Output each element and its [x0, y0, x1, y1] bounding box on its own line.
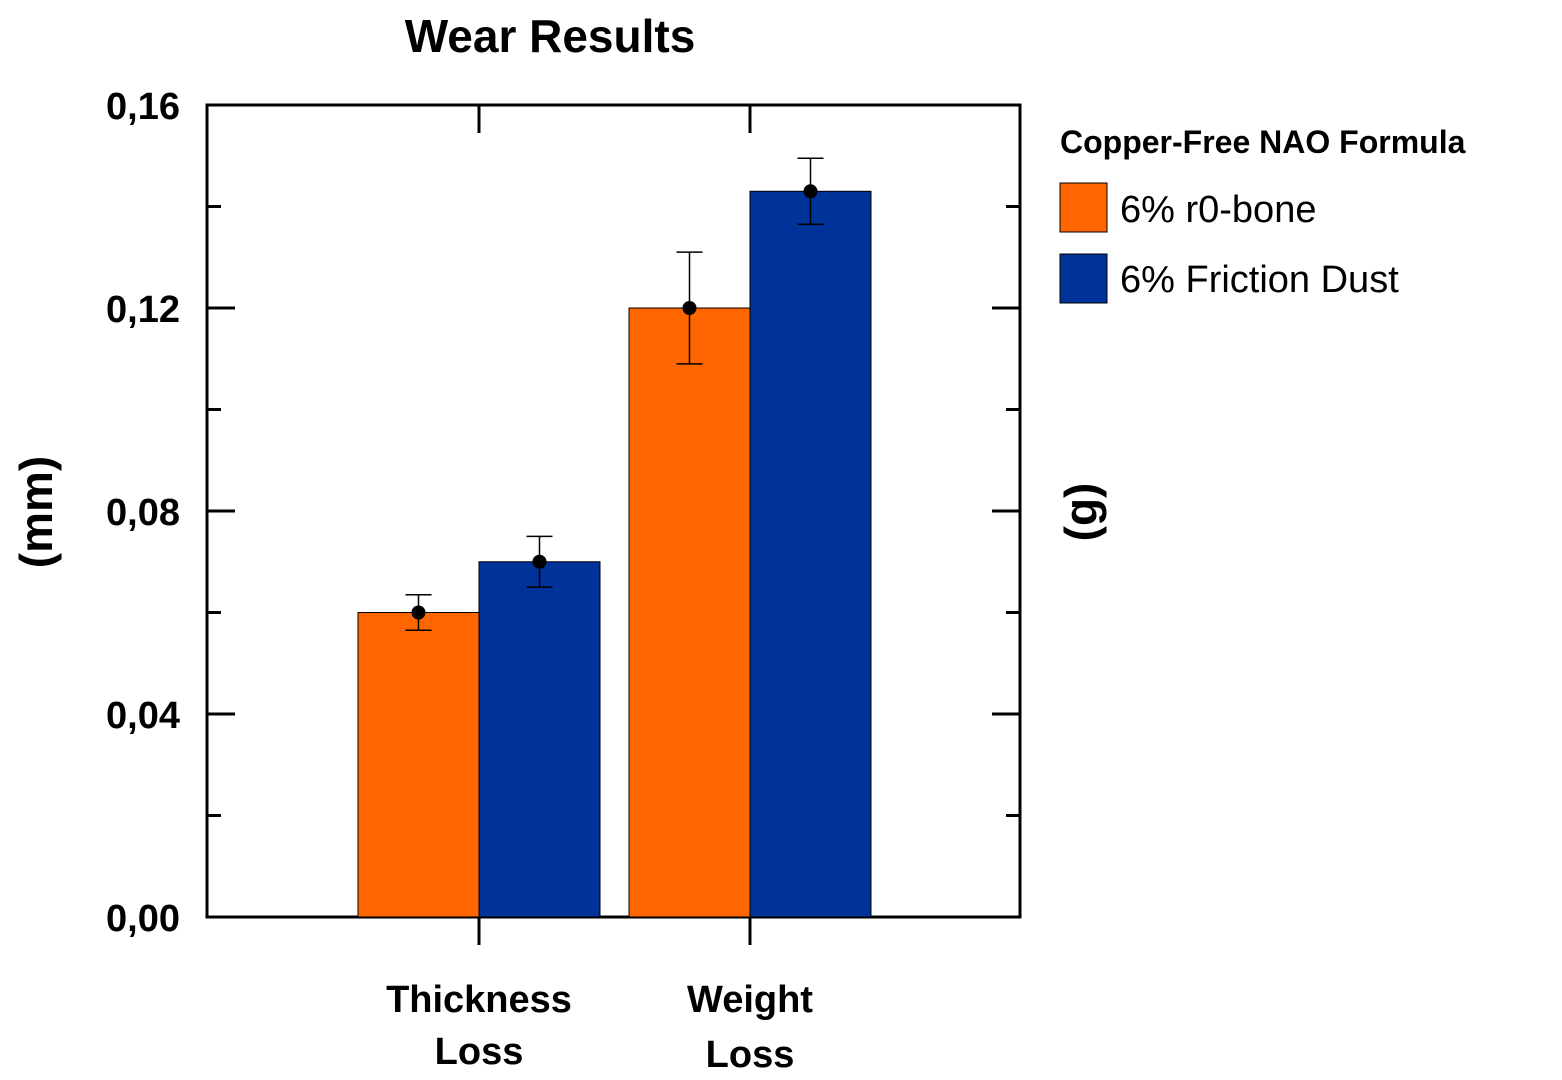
legend-swatch-r0-bone	[1059, 182, 1108, 233]
y-tick-label: 0,12	[106, 289, 180, 331]
y-tick-label: 0,08	[106, 492, 180, 534]
bar-r0-bone-thickness-loss	[357, 612, 480, 918]
bar-r0-bone-weight-loss	[628, 307, 751, 918]
y-tick-labels: 0,00 0,04 0,08 0,12 0,16	[106, 86, 180, 940]
legend: Copper-Free NAO Formula 6% r0-bone 6% Fr…	[1059, 124, 1466, 304]
chart-title: Wear Results	[405, 10, 696, 62]
bars	[357, 190, 872, 918]
mean-marker	[803, 184, 818, 199]
bar-friction-dust-thickness-loss	[478, 561, 601, 918]
y-tick-label: 0,04	[106, 695, 180, 737]
mean-marker	[532, 554, 547, 569]
y-tick-label: 0,00	[106, 898, 180, 940]
legend-swatch-friction-dust	[1059, 253, 1108, 304]
category-label-weight-loss-line1: Weight	[687, 979, 813, 1021]
bar-friction-dust-weight-loss	[749, 190, 872, 918]
y-axis-label-left: (mm)	[10, 456, 62, 568]
mean-marker	[411, 605, 426, 620]
category-label-weight-loss-line2: Loss	[706, 1034, 795, 1076]
legend-title: Copper-Free NAO Formula	[1060, 124, 1466, 160]
legend-label-r0-bone: 6% r0-bone	[1120, 189, 1316, 231]
mean-marker	[682, 301, 697, 315]
category-label-thickness-loss-line1: Thickness	[386, 979, 572, 1021]
category-label-thickness-loss-line2: Loss	[435, 1031, 524, 1073]
error-bars	[405, 157, 824, 632]
plot-frame	[205, 103, 1022, 919]
y-tick-label: 0,16	[106, 86, 180, 128]
axis-ticks	[207, 105, 1020, 945]
legend-label-friction-dust: 6% Friction Dust	[1120, 259, 1399, 301]
y-axis-label-right: (g)	[1055, 483, 1107, 542]
